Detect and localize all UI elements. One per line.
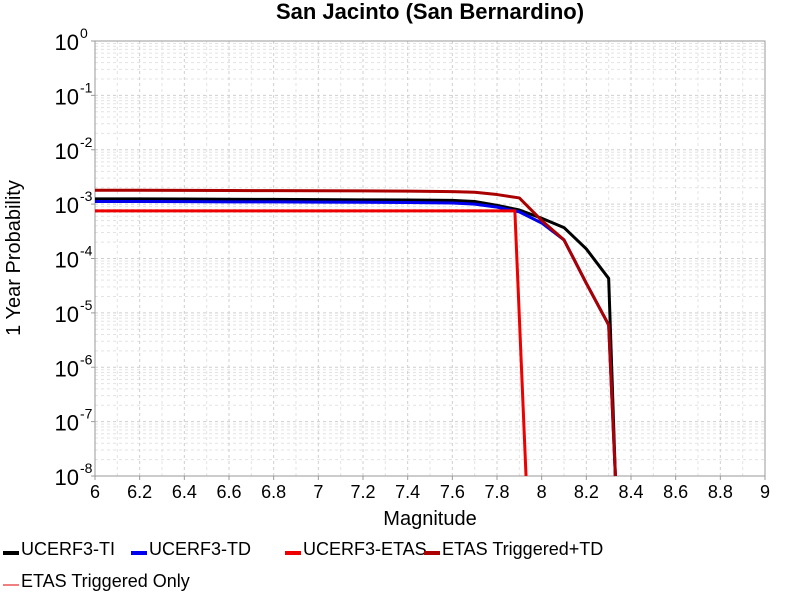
series-layer [95, 188, 617, 477]
x-tick-label: 8 [537, 482, 547, 502]
series-line-3 [95, 188, 617, 477]
x-tick-label: 6.8 [261, 482, 286, 502]
y-tick-exponent: -8 [80, 460, 93, 476]
y-tick-base: 10 [55, 248, 79, 273]
x-tick-label: 7 [313, 482, 323, 502]
series-line-1 [95, 199, 617, 477]
x-tick-label: 7.2 [350, 482, 375, 502]
x-tick-label: 6.4 [172, 482, 197, 502]
x-tick-label: 8.4 [618, 482, 643, 502]
legend-entry: UCERF3-TD [149, 539, 251, 559]
x-tick-label: 6.2 [127, 482, 152, 502]
legend-entry: UCERF3-TI [21, 539, 115, 559]
x-tick-label: 7.6 [440, 482, 465, 502]
y-tick-base: 10 [55, 465, 79, 490]
chart-title: San Jacinto (San Bernardino) [276, 0, 584, 24]
grid [94, 41, 766, 477]
x-tick-label: 8.6 [663, 482, 688, 502]
y-tick-exponent: -7 [80, 406, 93, 422]
x-tick-label: 9 [760, 482, 770, 502]
y-axis-label: 1 Year Probability [3, 180, 25, 336]
legend-entry: ETAS Triggered Only [21, 571, 190, 591]
y-tick-exponent: -6 [80, 351, 93, 367]
x-tick-label: 7.8 [484, 482, 509, 502]
y-tick-exponent: 0 [80, 25, 88, 41]
x-tick-label: 7.4 [395, 482, 420, 502]
y-tick-base: 10 [55, 411, 79, 436]
x-axis-ticks: 6 6.2 6.4 6.6 6.8 7 7.2 7.4 7.6 7.8 8 8.2 8.4 8.6 8.8 9 [90, 476, 770, 502]
legend-entry: ETAS Triggered+TD [442, 539, 603, 559]
x-tick-label: 6.6 [216, 482, 241, 502]
x-tick-label: 6 [90, 482, 100, 502]
y-tick-base: 10 [55, 84, 79, 109]
x-tick-label: 8.8 [708, 482, 733, 502]
series-line-0 [95, 197, 617, 477]
y-tick-base: 10 [55, 139, 79, 164]
legend: UCERF3-TI UCERF3-TD UCERF3-ETAS ETAS Trigge… [3, 539, 603, 591]
y-tick-exponent: -3 [80, 188, 93, 204]
x-axis-label: Magnitude [383, 508, 476, 530]
y-tick-base: 10 [55, 356, 79, 381]
y-tick-exponent: -2 [80, 134, 93, 150]
y-tick-exponent: -5 [80, 297, 93, 313]
y-tick-base: 10 [55, 302, 79, 327]
y-tick-exponent: -4 [80, 243, 93, 259]
y-tick-base: 10 [55, 193, 79, 218]
y-tick-base: 10 [55, 30, 79, 55]
legend-entry: UCERF3-ETAS [303, 539, 427, 559]
y-tick-exponent: -1 [80, 79, 93, 95]
series-line-2 [95, 209, 528, 477]
x-tick-label: 8.2 [574, 482, 599, 502]
